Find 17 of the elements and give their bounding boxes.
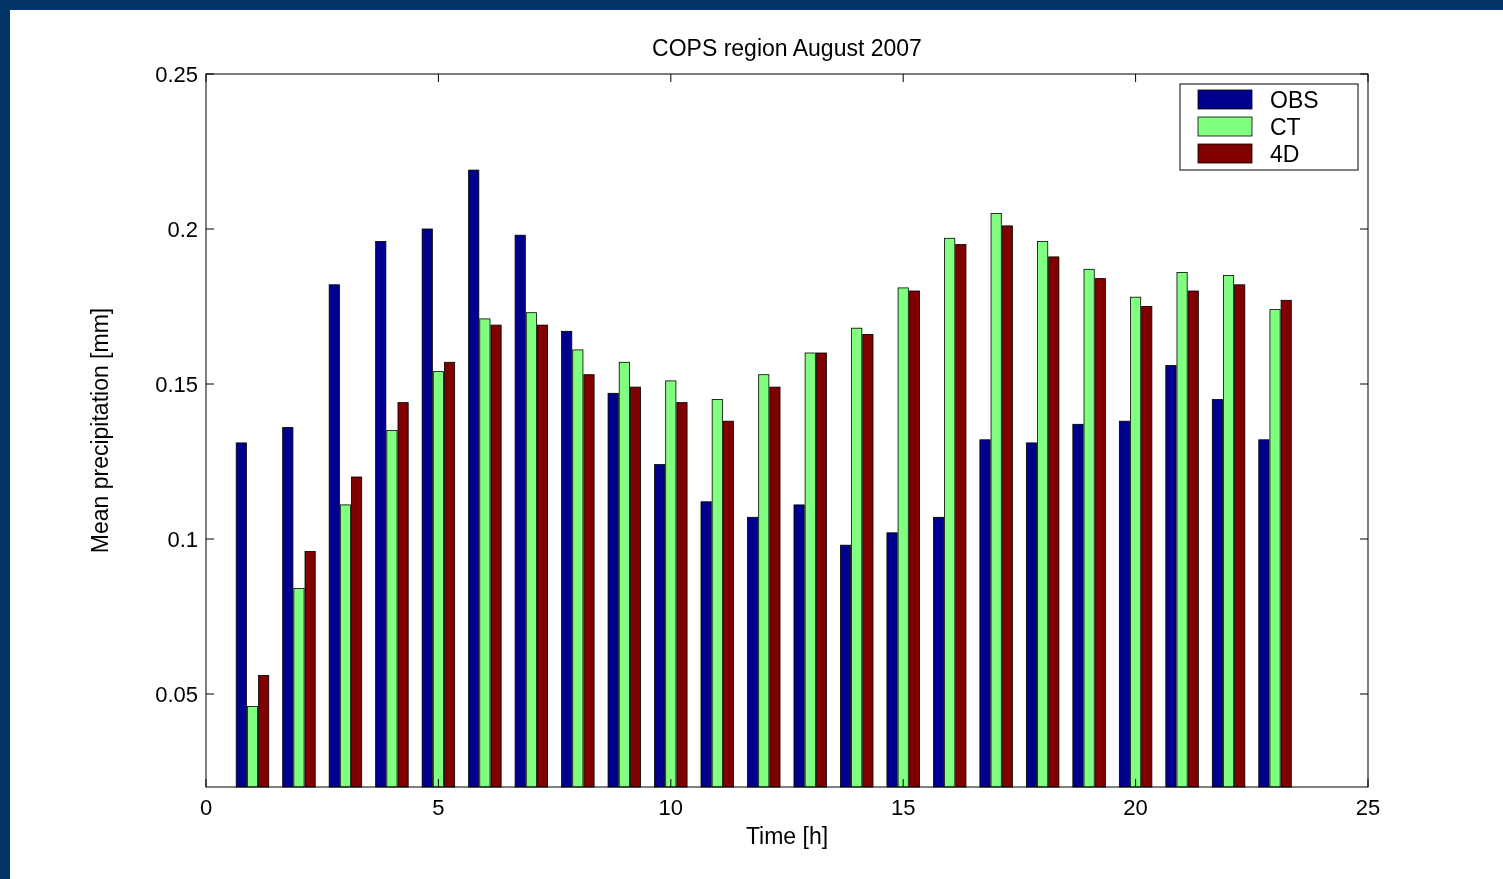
y-tick-label: 0.15 bbox=[155, 372, 198, 397]
y-tick-label: 0.05 bbox=[155, 682, 198, 707]
y-tick-label: 0.1 bbox=[167, 527, 198, 552]
x-tick-label: 10 bbox=[658, 795, 684, 820]
chart-title: COPS region August 2007 bbox=[652, 35, 922, 61]
x-tick-label: 15 bbox=[890, 795, 916, 820]
x-axis-title: Time [h] bbox=[745, 823, 829, 849]
x-tick-label: 25 bbox=[1355, 795, 1381, 820]
legend-label: CT bbox=[1270, 114, 1301, 140]
legend-label: OBS bbox=[1270, 87, 1319, 113]
x-tick-label: 20 bbox=[1123, 795, 1148, 820]
y-axis-title: Mean precipitation [mm] bbox=[87, 307, 113, 554]
y-tick-label: 0.25 bbox=[155, 62, 198, 87]
x-tick-label: 0 bbox=[199, 795, 213, 820]
y-tick-label: 0.2 bbox=[167, 217, 198, 242]
x-tick-label: 5 bbox=[432, 795, 445, 820]
legend-label: 4D bbox=[1270, 141, 1300, 167]
